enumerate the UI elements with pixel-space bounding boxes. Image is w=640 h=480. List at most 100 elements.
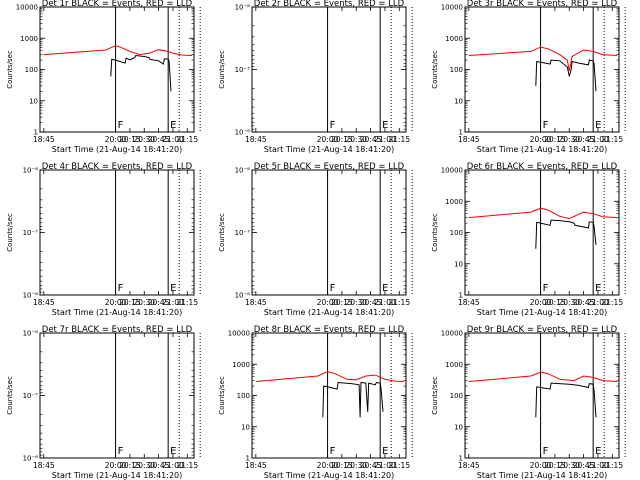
x-tick-label: 20:30 [558, 298, 580, 307]
x-tick-label: 18:45 [33, 135, 55, 144]
plot-frame [39, 332, 195, 459]
y-tick-label: 1 [34, 129, 38, 137]
y-tick-label: 10 [454, 97, 463, 105]
marker-label-F: F [543, 446, 549, 457]
x-tick-label: 20:00 [105, 298, 127, 307]
x-tick-label: 20:00 [317, 298, 339, 307]
x-tick-label: 20:30 [133, 135, 155, 144]
x-tick-label: 20:45 [360, 298, 382, 307]
y-tick-label: 10 [29, 97, 38, 105]
y-tick-label: 10⁻⁶ [23, 292, 39, 300]
y-tick-label: 10⁻⁸ [235, 4, 251, 12]
plot-frame [464, 169, 620, 296]
x-tick-label: 20:30 [133, 298, 155, 307]
chart-title: Det 2r BLACK = Events, RED = LLD [254, 0, 405, 9]
x-tick-label: 20:00 [317, 135, 339, 144]
x-axis-label: Start Time (21-Aug-14 18:41:20) [264, 145, 395, 154]
x-tick-label: 21:00 [374, 135, 396, 144]
marker-label-F: F [330, 283, 336, 294]
x-tick-label: 20:00 [317, 461, 339, 470]
y-tick-label: 1 [459, 129, 463, 137]
y-tick-label: 10⁻⁸ [23, 330, 39, 338]
series-lld [255, 371, 405, 382]
chart-det-5: Det 5r BLACK = Events, RED = LLD 18:45 20:… [218, 162, 413, 317]
x-tick-label: 21:00 [587, 461, 609, 470]
y-axis-label: Counts/sec [431, 50, 439, 89]
marker-label-E: E [382, 446, 388, 457]
chart-title: Det 7r BLACK = Events, RED = LLD [42, 325, 193, 335]
x-tick-label: 21:15 [388, 461, 410, 470]
y-tick-label: 10000 [228, 330, 250, 338]
chart-det-4: Det 4r BLACK = Events, RED = LLD 18:45 20:… [6, 162, 201, 317]
chart-det-7: Det 7r BLACK = Events, RED = LLD 18:45 20:… [6, 325, 201, 480]
plot-frame [39, 6, 195, 133]
x-tick-label: 20:45 [360, 461, 382, 470]
marker-label-E: E [595, 446, 601, 457]
marker-label-F: F [330, 120, 336, 131]
y-tick-label: 10⁻⁸ [23, 167, 39, 175]
series-events [535, 219, 597, 249]
marker-label-E: E [595, 120, 601, 131]
x-tick-label: 21:00 [162, 461, 184, 470]
chart-title: Det 9r BLACK = Events, RED = LLD [467, 325, 618, 335]
x-tick-label: 20:15 [331, 461, 353, 470]
y-tick-label: 1 [459, 455, 463, 463]
x-axis-label: Start Time (21-Aug-14 18:41:20) [52, 471, 183, 480]
x-tick-label: 18:45 [33, 298, 55, 307]
marker-label-E: E [595, 283, 601, 294]
x-axis-label: Start Time (21-Aug-14 18:41:20) [264, 308, 395, 317]
x-tick-label: 18:45 [33, 461, 55, 470]
y-tick-label: 100 [237, 392, 250, 400]
marker-label-F: F [118, 446, 124, 457]
x-tick-label: 20:30 [345, 298, 367, 307]
y-tick-label: 100 [450, 66, 463, 74]
chart-title: Det 1r BLACK = Events, RED = LLD [42, 0, 193, 9]
y-tick-label: 1000 [20, 35, 38, 43]
y-tick-label: 10⁻⁶ [23, 455, 39, 463]
marker-label-F: F [118, 120, 124, 131]
plot-frame [251, 6, 407, 133]
y-tick-label: 10⁻⁷ [23, 392, 39, 400]
chart-det-6: Det 6r BLACK = Events, RED = LLD 18:45 20:… [431, 162, 626, 317]
y-tick-label: 10⁻⁶ [235, 129, 251, 137]
x-tick-label: 20:15 [544, 135, 566, 144]
marker-label-F: F [543, 283, 549, 294]
series-events [535, 59, 597, 92]
x-axis-label: Start Time (21-Aug-14 18:41:20) [52, 145, 183, 154]
x-tick-label: 20:15 [544, 461, 566, 470]
chart-title: Det 3r BLACK = Events, RED = LLD [467, 0, 618, 9]
y-axis-label: Counts/sec [218, 50, 226, 89]
y-tick-label: 1000 [445, 361, 463, 369]
x-tick-label: 20:00 [105, 461, 127, 470]
chart-title: Det 6r BLACK = Events, RED = LLD [467, 162, 618, 172]
marker-label-F: F [543, 120, 549, 131]
x-tick-label: 21:15 [176, 461, 198, 470]
x-tick-label: 20:30 [558, 461, 580, 470]
y-tick-label: 10⁻⁷ [23, 229, 39, 237]
x-tick-label: 21:00 [374, 461, 396, 470]
x-tick-label: 21:15 [388, 135, 410, 144]
x-tick-label: 21:15 [388, 298, 410, 307]
y-tick-label: 10⁻⁷ [235, 229, 251, 237]
marker-label-E: E [170, 446, 176, 457]
plot-frame [464, 6, 620, 133]
y-tick-label: 100 [450, 229, 463, 237]
plot-frame [464, 332, 620, 459]
y-tick-label: 10 [454, 260, 463, 268]
chart-det-3: Det 3r BLACK = Events, RED = LLD 18:45 20:… [431, 0, 626, 154]
x-tick-label: 21:00 [374, 298, 396, 307]
x-tick-label: 20:00 [530, 461, 552, 470]
x-tick-label: 21:15 [601, 135, 623, 144]
chart-det-2: Det 2r BLACK = Events, RED = LLD 18:45 20:… [218, 0, 413, 154]
x-axis-label: Start Time (21-Aug-14 18:41:20) [264, 471, 395, 480]
x-tick-label: 20:15 [331, 298, 353, 307]
series-events [535, 382, 597, 418]
y-tick-label: 10⁻⁷ [235, 66, 251, 74]
plot-frame [251, 169, 407, 296]
y-tick-label: 10000 [441, 4, 463, 12]
y-tick-label: 10000 [441, 167, 463, 175]
x-tick-label: 20:30 [133, 461, 155, 470]
plot-frame [251, 332, 407, 459]
x-tick-label: 20:15 [544, 298, 566, 307]
